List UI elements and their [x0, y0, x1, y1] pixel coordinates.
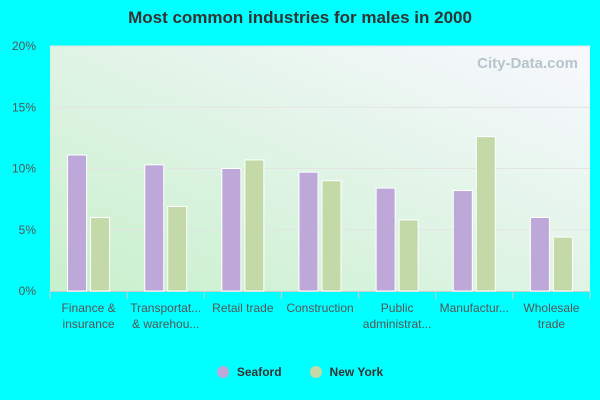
legend-label: Seaford: [236, 365, 282, 379]
bar-new-york: [90, 217, 111, 292]
x-tick-label: Manufactur...: [440, 301, 509, 315]
legend-item: New York: [309, 365, 384, 379]
x-tick-label: insurance: [63, 317, 115, 331]
legend: Seaford New York: [0, 365, 600, 379]
bar-seaford: [529, 217, 550, 292]
legend-label: New York: [329, 365, 384, 379]
bar-seaford: [452, 190, 473, 292]
x-tick-label: & warehou...: [132, 317, 199, 331]
bar-seaford: [144, 164, 165, 292]
x-tick-label: Retail trade: [212, 301, 274, 315]
x-tick-label: Transportat...: [130, 301, 201, 315]
chart-title: Most common industries for males in 2000: [128, 8, 472, 27]
bar-new-york: [398, 219, 419, 292]
x-tick-label: trade: [538, 317, 566, 331]
y-tick-label: 20%: [12, 39, 36, 53]
y-tick-label: 15%: [12, 100, 36, 114]
bar-new-york: [244, 159, 265, 292]
x-tick-label: Wholesale: [523, 301, 579, 315]
legend-swatch: [309, 366, 322, 378]
bar-seaford: [375, 187, 396, 292]
x-tick-label: administrat...: [363, 317, 432, 331]
legend-swatch: [216, 366, 229, 378]
y-tick-label: 5%: [19, 223, 37, 237]
y-tick-label: 10%: [12, 162, 36, 176]
x-tick-label: Public: [381, 301, 414, 315]
bar-new-york: [321, 180, 342, 292]
bar-seaford: [221, 168, 242, 292]
y-tick-label: 0%: [19, 284, 37, 298]
watermark: City-Data.com: [477, 55, 578, 72]
legend-item: Seaford: [216, 365, 282, 379]
bar-new-york: [167, 205, 188, 292]
x-tick-label: Construction: [286, 301, 353, 315]
x-tick-label: Finance &: [62, 301, 116, 315]
bar-new-york: [475, 136, 496, 292]
bar-seaford: [298, 171, 319, 292]
bar-new-york: [552, 236, 573, 292]
bar-seaford: [67, 154, 88, 292]
